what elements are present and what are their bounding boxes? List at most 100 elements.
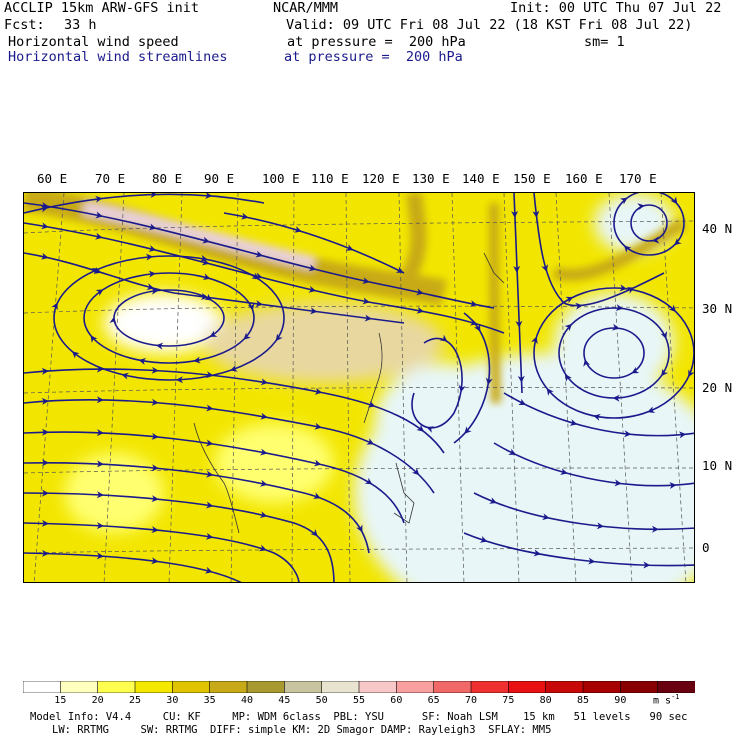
longitude-label: 170 E [619,171,657,186]
longitude-label: 150 E [513,171,551,186]
colorbar-units-exp: -1 [671,693,680,701]
streamline-arrow [260,448,268,456]
colorbar-units: m s-1 [653,694,680,706]
colorbar-swatch [582,681,622,693]
streamlines [24,193,694,582]
streamline-arrow [175,376,183,384]
colorbar-swatch [433,681,472,693]
streamline-arrow [255,250,264,258]
colorbar-swatch [172,681,211,693]
field1-name: Horizontal wind speed [8,34,179,50]
streamline-arrow [96,552,104,560]
streamline-arrow [40,252,49,260]
colorbar-swatch [470,681,510,693]
streamline-arrow [508,448,517,455]
streamline-arrow [313,492,321,499]
colorbar-swatch [209,681,248,693]
light-region-bay [214,423,334,503]
longitude-label: 80 E [152,171,183,186]
colorbar-swatch [545,681,584,693]
streamline-arrow [151,287,159,295]
streamline-arrow [688,369,694,378]
colorbar-level: 65 [427,695,440,706]
streamline-arrow [515,320,523,328]
streamline-arrow [674,237,682,246]
streamline-arrow [138,358,147,365]
colorbar-level: 30 [166,695,179,706]
streamline-arrow [531,336,538,345]
light-region-india [64,453,164,533]
forecast-label: Fcst: [4,17,45,33]
streamline-arrow [611,323,620,331]
colorbar [23,681,695,693]
streamline-arrow [624,430,632,438]
latitude-label: 10 N [702,458,733,473]
streamline-arrow [41,222,49,230]
jet-band-trough [489,202,501,404]
streamline-arrow [541,264,548,272]
colorbar-units-text: m s [653,695,672,707]
streamline-arrow [518,398,526,406]
streamline-arrow [41,519,49,527]
jet-band-northeast [552,217,688,281]
streamline-arrow [612,394,620,402]
streamline-arrow [619,197,628,205]
streamline-arrow [313,459,322,467]
streamline-arrow [364,477,373,485]
model-title: ACCLIP 15km ARW-GFS init [4,0,200,16]
streamline-arrow [96,491,104,499]
streamline-arrow [230,365,238,372]
streamline-arrow [668,304,677,312]
streamline-arrow [533,549,541,557]
streamline-arrow [151,495,159,503]
streamline-arrow [661,368,669,377]
streamline-arrow [426,426,435,433]
streamline-arrow [637,203,645,211]
model-info-line2: LW: RRTMG SW: RRTMG DIFF: simple KM: 2D … [52,724,552,736]
valid-time: Valid: 09 UTC Fri 08 Jul 22 (18 KST Fri … [286,17,693,33]
streamline-arrow [485,377,493,386]
streamline-arrow [41,549,49,557]
colorbar-level: 80 [539,695,552,706]
streamline-arrow [155,342,164,350]
streamline-arrow [255,300,263,308]
streamline-arrow [469,318,478,326]
colorbar-swatch [396,681,435,693]
streamline-arrow [395,266,404,273]
streamline-arrow [669,481,677,489]
streamline-arrow [651,236,660,244]
forecast-hour: 33 h [64,17,97,33]
streamline-arrow [202,236,210,244]
latitude-label: 30 N [702,301,733,316]
streamline-arrow [51,302,58,311]
streamline-arrow [623,245,632,253]
streamline-arrow [308,264,317,272]
field2-name: Horizontal wind streamlines [8,49,228,65]
colorbar-level: 85 [576,695,590,706]
streamline-arrow [204,293,212,301]
streamline-arrow [411,467,420,476]
streamline-arrow [260,378,269,386]
longitude-label: 70 E [95,171,126,186]
streamline-arrow [364,314,372,322]
streamline-arrow [670,196,678,205]
streamline-arrow [205,532,214,540]
streamline-arrow [240,212,249,220]
colorbar-level: 20 [91,695,104,706]
colorbar-swatch [620,681,659,693]
streamline-arrow [205,470,214,478]
colorbar-level: 60 [390,695,403,706]
streamline-arrow [596,522,605,530]
colorbar-swatch [134,681,174,693]
streamline-arrow [678,431,687,439]
streamline-arrow [489,497,497,504]
streamline-arrow [205,501,214,509]
streamline-arrow [206,371,214,379]
streamline-arrow [458,384,466,393]
streamline-arrow [310,529,318,537]
streamline-arrow [151,398,159,406]
streamline-arrow [647,406,656,414]
land-region-china [204,303,444,383]
calm-region-anticyclone [554,293,674,393]
field2-level: at pressure = 200 hPa [284,49,463,65]
